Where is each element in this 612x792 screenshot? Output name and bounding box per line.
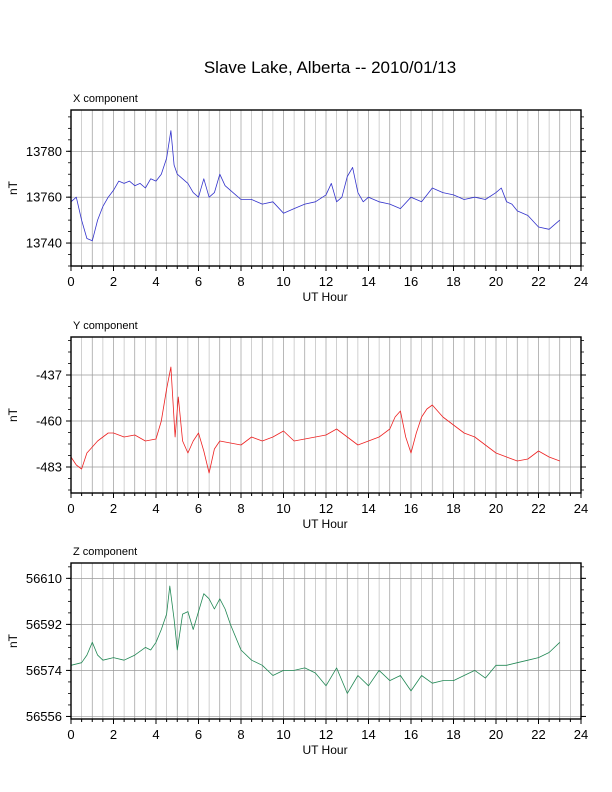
x-tick-label: 4 [152, 727, 159, 742]
x-tick-label: 16 [404, 501, 418, 516]
y-axis-label: nT [6, 407, 20, 422]
panel-title: Y component [73, 320, 138, 332]
series-line [70, 366, 560, 474]
y-tick-label: 56592 [26, 617, 62, 632]
x-tick-label: 18 [446, 274, 460, 289]
y-axis-label: nT [6, 633, 20, 648]
panel-title: Z component [73, 546, 137, 558]
x-axis-label: UT Hour [302, 743, 347, 757]
series-line [70, 130, 561, 242]
x-tick-label: 16 [404, 274, 418, 289]
y-tick-label: -460 [36, 414, 62, 429]
y-tick-label: 56556 [26, 709, 62, 724]
x-tick-label: 0 [67, 727, 74, 742]
x-tick-label: 22 [531, 727, 545, 742]
x-tick-label: 10 [276, 501, 290, 516]
x-tick-label: 20 [489, 274, 503, 289]
x-tick-label: 20 [489, 501, 503, 516]
x-tick-label: 0 [67, 501, 74, 516]
x-tick-label: 6 [195, 274, 202, 289]
x-tick-label: 2 [110, 501, 117, 516]
series-line [70, 585, 561, 694]
x-tick-label: 24 [574, 501, 588, 516]
x-tick-label: 6 [195, 501, 202, 516]
x-tick-label: 8 [237, 727, 244, 742]
x-axis-label: UT Hour [302, 517, 347, 531]
x-tick-label: 20 [489, 727, 503, 742]
x-tick-label: 4 [152, 274, 159, 289]
x-axis-label: UT Hour [302, 290, 347, 304]
x-tick-label: 2 [110, 274, 117, 289]
x-tick-label: 8 [237, 274, 244, 289]
x-tick-label: 18 [446, 727, 460, 742]
x-tick-label: 14 [361, 501, 375, 516]
x-tick-label: 0 [67, 274, 74, 289]
y-tick-label: -483 [36, 460, 62, 475]
x-tick-label: 12 [319, 501, 333, 516]
x-tick-label: 16 [404, 727, 418, 742]
x-tick-label: 24 [574, 274, 588, 289]
x-tick-label: 14 [361, 274, 375, 289]
y-tick-label: 13740 [26, 236, 62, 251]
x-tick-label: 22 [531, 274, 545, 289]
x-tick-label: 12 [319, 727, 333, 742]
x-tick-label: 4 [152, 501, 159, 516]
y-tick-label: 56574 [26, 663, 62, 678]
x-tick-label: 18 [446, 501, 460, 516]
panel-title: X component [73, 93, 138, 105]
x-tick-label: 10 [276, 727, 290, 742]
y-axis-label: nT [6, 180, 20, 195]
x-tick-label: 2 [110, 727, 117, 742]
y-tick-label: -437 [36, 368, 62, 383]
x-tick-label: 14 [361, 727, 375, 742]
page-title: Slave Lake, Alberta -- 2010/01/13 [203, 58, 457, 77]
y-tick-label: 13760 [26, 190, 62, 205]
y-tick-label: 56610 [26, 571, 62, 586]
x-tick-label: 8 [237, 501, 244, 516]
x-tick-label: 6 [195, 727, 202, 742]
y-tick-label: 13780 [26, 144, 62, 159]
x-tick-label: 10 [276, 274, 290, 289]
x-tick-label: 12 [319, 274, 333, 289]
x-tick-label: 22 [531, 501, 545, 516]
x-tick-label: 24 [574, 727, 588, 742]
